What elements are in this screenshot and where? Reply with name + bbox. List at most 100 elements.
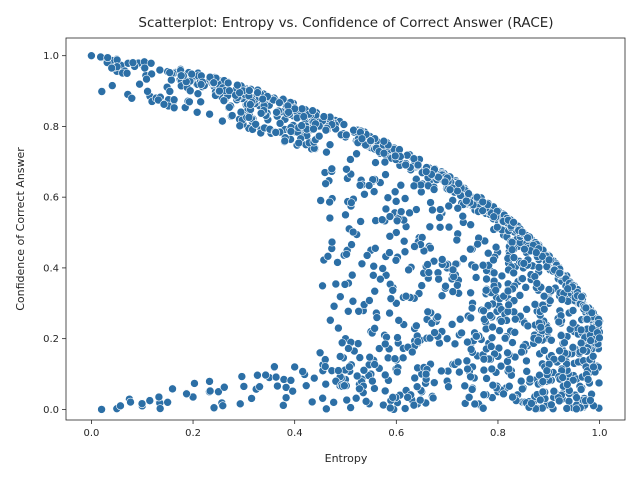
scatter-point xyxy=(369,271,378,280)
scatter-point xyxy=(294,138,304,148)
scatter-point xyxy=(275,119,285,128)
scatter-point xyxy=(392,298,401,308)
scatter-point xyxy=(334,366,343,375)
scatter-point xyxy=(142,74,151,84)
scatter-point xyxy=(457,328,466,338)
scatter-point xyxy=(460,399,470,408)
scatter-point xyxy=(281,383,291,392)
scatter-point xyxy=(352,149,361,159)
scatter-point xyxy=(462,356,472,366)
scatter-point xyxy=(401,160,410,170)
scatter-point xyxy=(466,372,475,382)
scatter-point xyxy=(467,385,477,394)
scatter-point xyxy=(459,254,468,264)
scatter-point xyxy=(423,307,433,317)
scatter-point xyxy=(517,347,526,357)
scatter-point xyxy=(445,185,455,194)
scatter-point xyxy=(362,251,372,260)
scatter-point xyxy=(462,196,471,206)
scatter-point xyxy=(507,245,517,255)
scatter-point xyxy=(244,113,254,122)
scatter-point xyxy=(497,317,506,326)
scatter-point xyxy=(520,244,529,254)
scatter-point xyxy=(357,259,367,269)
scatter-point xyxy=(471,273,481,282)
scatter-point xyxy=(486,342,496,351)
scatter-point xyxy=(531,248,541,257)
scatter-point xyxy=(503,348,512,358)
scatter-point xyxy=(392,228,401,237)
scatter-point xyxy=(347,198,356,207)
scatter-point xyxy=(321,179,330,188)
scatter-point xyxy=(433,312,443,322)
scatter-point xyxy=(562,380,572,389)
scatter-point xyxy=(407,347,417,357)
scatter-point xyxy=(564,396,574,406)
scatter-point xyxy=(205,109,214,119)
scatter-point xyxy=(557,295,567,304)
scatter-point xyxy=(369,187,379,196)
scatter-point xyxy=(507,238,517,247)
scatter-point xyxy=(327,164,337,174)
scatter-point xyxy=(412,321,421,331)
scatter-point xyxy=(483,248,493,258)
scatter-point xyxy=(400,247,410,257)
scatter-point xyxy=(339,120,349,129)
scatter-point xyxy=(193,89,203,98)
scatter-point xyxy=(398,353,408,363)
scatter-point xyxy=(348,296,358,306)
scatter-point xyxy=(182,389,191,399)
scatter-point xyxy=(412,205,421,214)
scatter-point xyxy=(454,179,464,188)
scatter-point xyxy=(341,210,350,220)
y-axis-ticks: 0.0 0.2 0.4 0.6 0.8 1.0 xyxy=(43,51,66,416)
scatter-point xyxy=(325,213,335,223)
scatter-point xyxy=(500,333,510,343)
scatter-point xyxy=(209,78,219,87)
scatter-point xyxy=(108,81,117,90)
scatter-point xyxy=(488,322,497,332)
scatter-point xyxy=(391,256,401,265)
scatter-point xyxy=(355,180,365,190)
scatter-point xyxy=(435,222,445,232)
scatter-point xyxy=(281,393,291,402)
scatter-point xyxy=(315,348,325,358)
scatter-point xyxy=(374,344,384,353)
scatter-point xyxy=(351,393,361,403)
scatter-point xyxy=(378,264,388,273)
scatter-point xyxy=(492,222,502,232)
scatter-point xyxy=(205,386,215,396)
scatter-point xyxy=(481,285,491,295)
scatter-point xyxy=(478,197,488,207)
scatter-point xyxy=(478,403,488,413)
scatter-point xyxy=(381,170,390,179)
scatter-point xyxy=(329,398,338,407)
scatter-point xyxy=(539,291,549,301)
scatter-point xyxy=(572,404,581,414)
scatter-point xyxy=(187,69,197,79)
scatter-point xyxy=(497,271,507,281)
scatter-point xyxy=(547,335,556,345)
scatter-point xyxy=(347,270,357,280)
scatter-point xyxy=(196,80,206,89)
scatter-point xyxy=(466,244,475,254)
scatter-point xyxy=(488,380,498,390)
scatter-point xyxy=(479,390,489,400)
scatter-point xyxy=(159,100,169,109)
scatter-point xyxy=(128,58,138,68)
scatter-point xyxy=(396,207,406,216)
scatter-point xyxy=(394,316,404,325)
scatter-point xyxy=(412,382,422,391)
scatter-point xyxy=(299,112,309,121)
scatter-point xyxy=(279,401,288,410)
scatter-point xyxy=(523,233,532,243)
scatter-point xyxy=(331,279,341,289)
scatter-point xyxy=(245,86,254,95)
scatter-point xyxy=(587,308,597,318)
scatter-point xyxy=(504,364,514,374)
scatter-point xyxy=(464,392,474,402)
x-axis-label: Entropy xyxy=(325,452,368,465)
scatter-point xyxy=(356,217,365,226)
y-tick-label: 0.4 xyxy=(43,263,59,274)
scatter-point xyxy=(534,262,544,272)
